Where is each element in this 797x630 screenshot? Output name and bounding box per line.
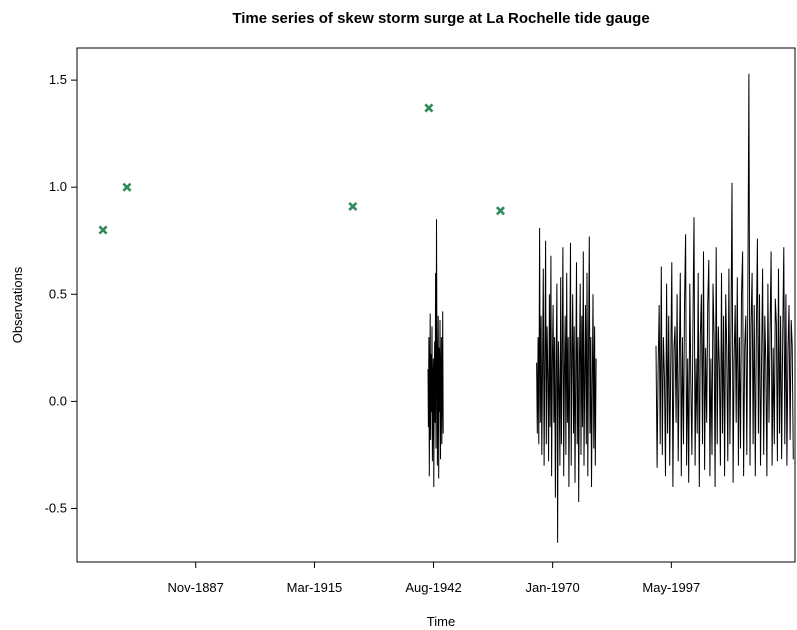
- x-tick-label: Jan-1970: [526, 580, 580, 595]
- x-tick-label: Mar-1915: [287, 580, 343, 595]
- x-axis: Nov-1887 Mar-1915 Aug-1942 Jan-1970 May-1997: [168, 562, 700, 595]
- surge-series: [427, 73, 794, 543]
- series-segment-1: [427, 219, 444, 488]
- annual-maxima-points: [98, 103, 506, 235]
- y-axis-title: Observations: [10, 266, 25, 343]
- y-tick-label: 0.0: [49, 393, 67, 408]
- series-segment-2: [536, 227, 597, 543]
- annual-max-point: [348, 201, 358, 212]
- annual-max-point: [122, 182, 132, 192]
- x-axis-title: Time: [427, 614, 455, 629]
- x-tick-label: Nov-1887: [168, 580, 224, 595]
- y-tick-label: -0.5: [45, 500, 67, 515]
- chart-title: Time series of skew storm surge at La Ro…: [232, 10, 649, 27]
- x-tick-label: May-1997: [642, 580, 700, 595]
- y-tick-label: 1.5: [49, 72, 67, 87]
- series-segment-3: [655, 73, 794, 488]
- annual-max-point: [424, 103, 434, 113]
- y-axis: -0.5 0.0 0.5 1.0 1.5: [45, 72, 77, 515]
- annual-max-point: [98, 225, 108, 235]
- y-tick-label: 1.0: [49, 179, 67, 194]
- annual-max-point: [495, 206, 506, 216]
- plot-frame: [76, 47, 796, 563]
- x-tick-label: Aug-1942: [405, 580, 461, 595]
- y-tick-label: 0.5: [49, 286, 67, 301]
